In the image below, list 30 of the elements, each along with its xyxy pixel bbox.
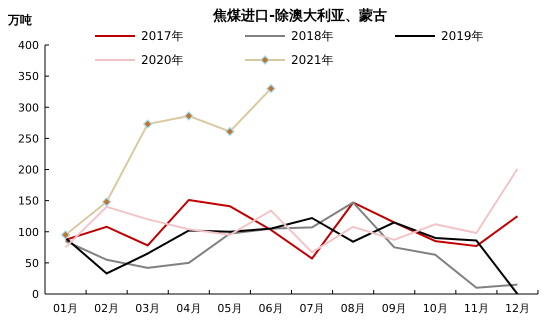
x-tick-label: 10月 bbox=[422, 302, 448, 315]
y-tick-label: 350 bbox=[18, 70, 39, 84]
x-tick-label: 03月 bbox=[135, 302, 160, 315]
x-tick-label: 01月 bbox=[53, 302, 78, 315]
y-tick-label: 150 bbox=[18, 194, 39, 208]
y-tick-label: 0 bbox=[32, 288, 39, 301]
y-axis-title: 万吨 bbox=[7, 13, 32, 27]
y-tick-label: 50 bbox=[25, 256, 39, 270]
x-tick-label: 07月 bbox=[300, 302, 325, 315]
line-series bbox=[64, 168, 518, 254]
y-tick-label: 250 bbox=[18, 132, 39, 146]
y-tick-label: 100 bbox=[18, 226, 39, 239]
x-tick-label: 04月 bbox=[176, 302, 202, 315]
y-tick-label: 400 bbox=[18, 39, 39, 52]
x-tick-label: 09月 bbox=[382, 302, 407, 315]
y-tick-label: 200 bbox=[18, 164, 39, 176]
x-tick-label: 11月 bbox=[464, 302, 489, 315]
x-tick-label: 08月 bbox=[340, 302, 366, 315]
x-tick-label: 06月 bbox=[258, 302, 284, 315]
line-series bbox=[64, 201, 518, 289]
legend-label: 2018年 bbox=[291, 29, 334, 43]
x-tick-label: 12月 bbox=[504, 302, 530, 315]
x-tick-label: 05月 bbox=[217, 302, 242, 315]
chart-title: 焦煤进口-除澳大利亚、蒙古 bbox=[212, 8, 387, 24]
y-tick-label: 300 bbox=[18, 101, 39, 114]
x-tick-label: 02月 bbox=[94, 302, 120, 315]
legend-label: 2017年 bbox=[141, 29, 184, 43]
legend-label: 2019年 bbox=[441, 29, 484, 43]
legend-label: 2020年 bbox=[141, 53, 184, 67]
legend-label: 2021年 bbox=[291, 53, 334, 67]
